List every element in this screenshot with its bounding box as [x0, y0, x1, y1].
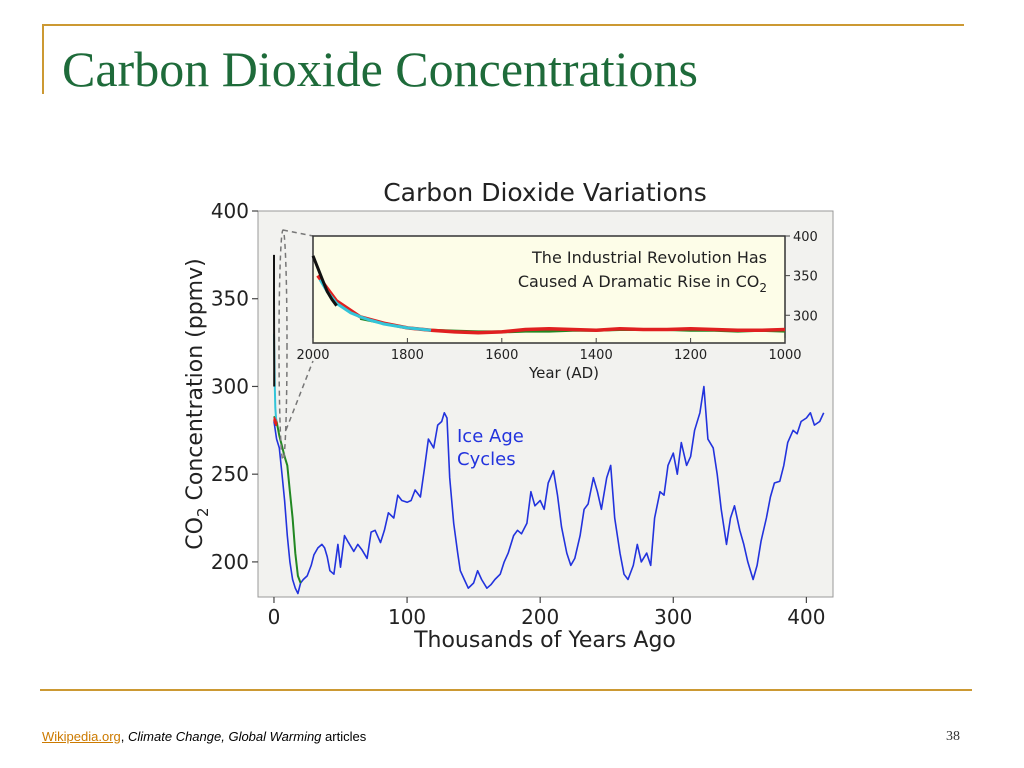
x-tick-label: 0 — [268, 605, 281, 629]
footer-articles-title: Climate Change, Global Warming — [128, 729, 322, 744]
y-tick-label: 300 — [211, 374, 249, 398]
x-tick-label: 100 — [388, 605, 426, 629]
zoom-connector-bottom — [285, 360, 314, 431]
inset-x-tick-label: 1600 — [485, 348, 518, 363]
x-tick-label: 200 — [521, 605, 559, 629]
footer-rule — [40, 689, 972, 691]
inset-y-tick-label: 400 — [793, 230, 818, 245]
footer-articles-word: articles — [325, 729, 367, 744]
red-ice-core-line — [273, 417, 278, 427]
inset-x-tick-label: 2000 — [296, 348, 329, 363]
y-axis-label: CO2 Concentration (ppmv) — [183, 258, 212, 549]
annotation-cycles: Cycles — [457, 449, 516, 470]
title-accent-vertical-rule — [42, 24, 44, 94]
inset-title-line1: The Industrial Revolution Has — [531, 248, 767, 267]
footer-separator: , — [120, 729, 125, 744]
y-tick-label: 200 — [211, 550, 249, 574]
inset-title-line2: Caused A Dramatic Rise in CO2 — [518, 272, 767, 295]
y-tick-label: 250 — [211, 462, 249, 486]
ice-core-co2-line — [273, 385, 825, 595]
title-accent-horizontal-rule — [42, 24, 964, 26]
inset-modern-line — [311, 255, 338, 307]
inset-x-tick-label: 1200 — [674, 348, 707, 363]
inset-x-tick-label: 1000 — [768, 348, 801, 363]
page-number: 38 — [946, 729, 960, 744]
x-tick-label: 300 — [654, 605, 692, 629]
co2-chart: Carbon Dioxide Variations 0 100 200 300 400 Th… — [183, 178, 834, 653]
x-axis-label: Thousands of Years Ago — [413, 628, 676, 653]
inset-y-tick-label: 350 — [793, 270, 818, 285]
green-ice-core-line — [273, 415, 302, 584]
inset-x-axis-label: Year (AD) — [528, 364, 599, 382]
chart-title: Carbon Dioxide Variations — [383, 178, 707, 207]
slide-title: Carbon Dioxide Concentrations — [62, 41, 698, 97]
wikipedia-link[interactable]: Wikipedia.org — [42, 729, 121, 744]
annotation-ice-age: Ice Age — [457, 426, 524, 447]
inset-x-tick-label: 1400 — [580, 348, 613, 363]
inset-x-tick-label: 1800 — [391, 348, 424, 363]
y-tick-label: 400 — [211, 199, 249, 223]
inset-y-tick-label: 300 — [793, 309, 818, 324]
y-tick-label: 350 — [211, 287, 249, 311]
footer-credits: Wikipedia.org, Climate Change, Global Wa… — [42, 729, 366, 744]
x-tick-label: 400 — [787, 605, 825, 629]
